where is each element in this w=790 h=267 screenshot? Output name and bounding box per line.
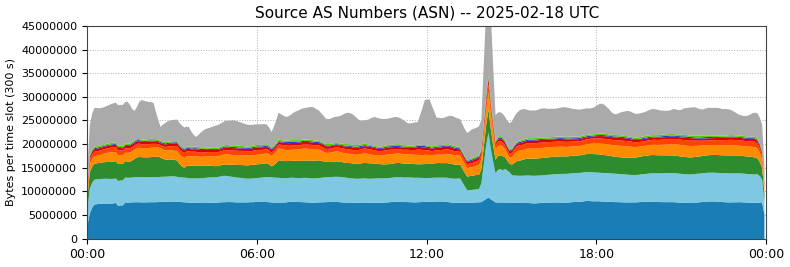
Y-axis label: Bytes per time slot (300 s): Bytes per time slot (300 s) — [6, 58, 16, 206]
Title: Source AS Numbers (ASN) -- 2025-02-18 UTC: Source AS Numbers (ASN) -- 2025-02-18 UT… — [254, 6, 599, 21]
